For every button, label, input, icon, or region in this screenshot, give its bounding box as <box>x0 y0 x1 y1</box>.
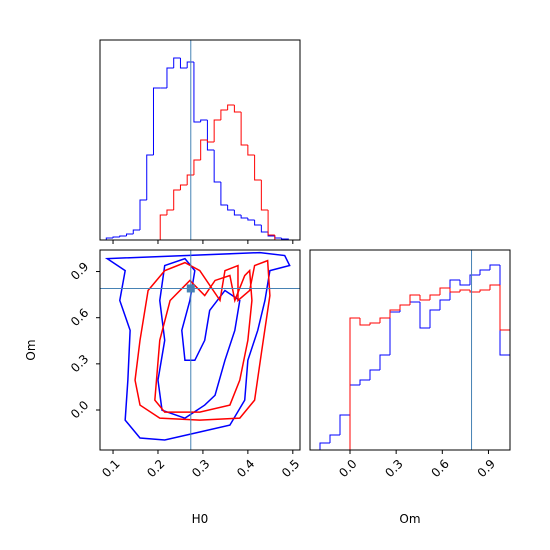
histogram-step <box>173 57 181 68</box>
histogram-step <box>233 105 242 113</box>
histogram-step <box>429 294 440 300</box>
histogram-step <box>206 120 215 151</box>
histogram-step <box>429 309 440 328</box>
histogram-step <box>489 264 500 270</box>
histogram-step <box>254 220 262 226</box>
histogram-step <box>359 318 370 326</box>
histogram-step <box>166 67 174 88</box>
histogram-step <box>179 58 188 69</box>
histogram-step <box>389 309 400 318</box>
histogram-step <box>179 184 188 190</box>
histogram-step <box>152 87 161 155</box>
x-axis-label: H0 <box>192 512 209 526</box>
histogram-step <box>233 210 242 216</box>
histogram-step <box>200 139 208 160</box>
panel-frame <box>99 39 301 241</box>
histogram-step <box>399 304 410 310</box>
histogram-step <box>459 280 470 286</box>
histogram-step <box>329 434 340 443</box>
histogram-step <box>105 237 114 240</box>
histogram-step <box>369 369 380 380</box>
histogram-step <box>200 119 208 122</box>
histogram-step <box>459 289 470 292</box>
contour <box>104 251 291 441</box>
histogram-step <box>359 379 370 385</box>
histogram-step <box>260 180 269 211</box>
histogram-step <box>479 269 490 275</box>
histogram-step <box>419 302 430 329</box>
histogram-step <box>339 414 350 435</box>
contour <box>154 268 253 413</box>
histogram-step <box>213 119 221 142</box>
histogram-step <box>439 287 450 295</box>
histogram-step <box>186 174 194 185</box>
histogram-step <box>173 189 181 210</box>
histogram-step <box>469 274 480 285</box>
histogram-step <box>220 109 228 120</box>
histogram-step <box>379 354 390 370</box>
contour-group <box>134 259 271 421</box>
histogram-step <box>119 235 127 237</box>
panel-frame <box>99 249 301 451</box>
histogram-step <box>132 229 140 234</box>
histogram-step <box>193 62 201 123</box>
histogram-step <box>254 155 262 181</box>
histogram-step <box>379 317 390 323</box>
histogram-step <box>206 140 215 143</box>
histogram-step <box>260 225 269 233</box>
histogram-step <box>213 150 221 183</box>
histogram-step <box>247 145 255 156</box>
contour <box>157 257 241 419</box>
panel-frame <box>309 249 511 451</box>
histogram-step <box>319 442 330 450</box>
histogram-step <box>146 154 154 200</box>
histogram-step <box>166 209 174 215</box>
histogram-step <box>227 104 235 110</box>
histogram-step <box>126 233 134 236</box>
histogram-step <box>193 159 201 175</box>
histogram-step <box>220 182 228 206</box>
histogram-step <box>240 215 248 219</box>
x-axis-label: Om <box>399 512 420 526</box>
y-axis-label: Om <box>24 339 38 360</box>
histogram-step <box>409 294 420 305</box>
truth-marker <box>186 284 195 293</box>
histogram-step <box>240 112 248 146</box>
histogram-step <box>112 236 120 238</box>
histogram-step <box>139 199 147 230</box>
histogram-step <box>439 299 450 310</box>
contour <box>134 259 271 421</box>
contour-group <box>104 251 291 441</box>
histogram-step <box>349 317 360 450</box>
histogram-step <box>419 295 430 301</box>
histogram-step <box>449 279 460 300</box>
histogram-step <box>159 214 167 240</box>
histogram-step <box>247 218 255 221</box>
histogram-step <box>479 289 490 292</box>
histogram-step <box>186 61 194 68</box>
histogram-step <box>369 322 380 325</box>
histogram-step <box>469 290 480 293</box>
histogram-step <box>267 210 275 236</box>
histogram-step <box>449 288 460 293</box>
histogram-step <box>489 284 500 290</box>
histogram-step <box>227 205 235 211</box>
